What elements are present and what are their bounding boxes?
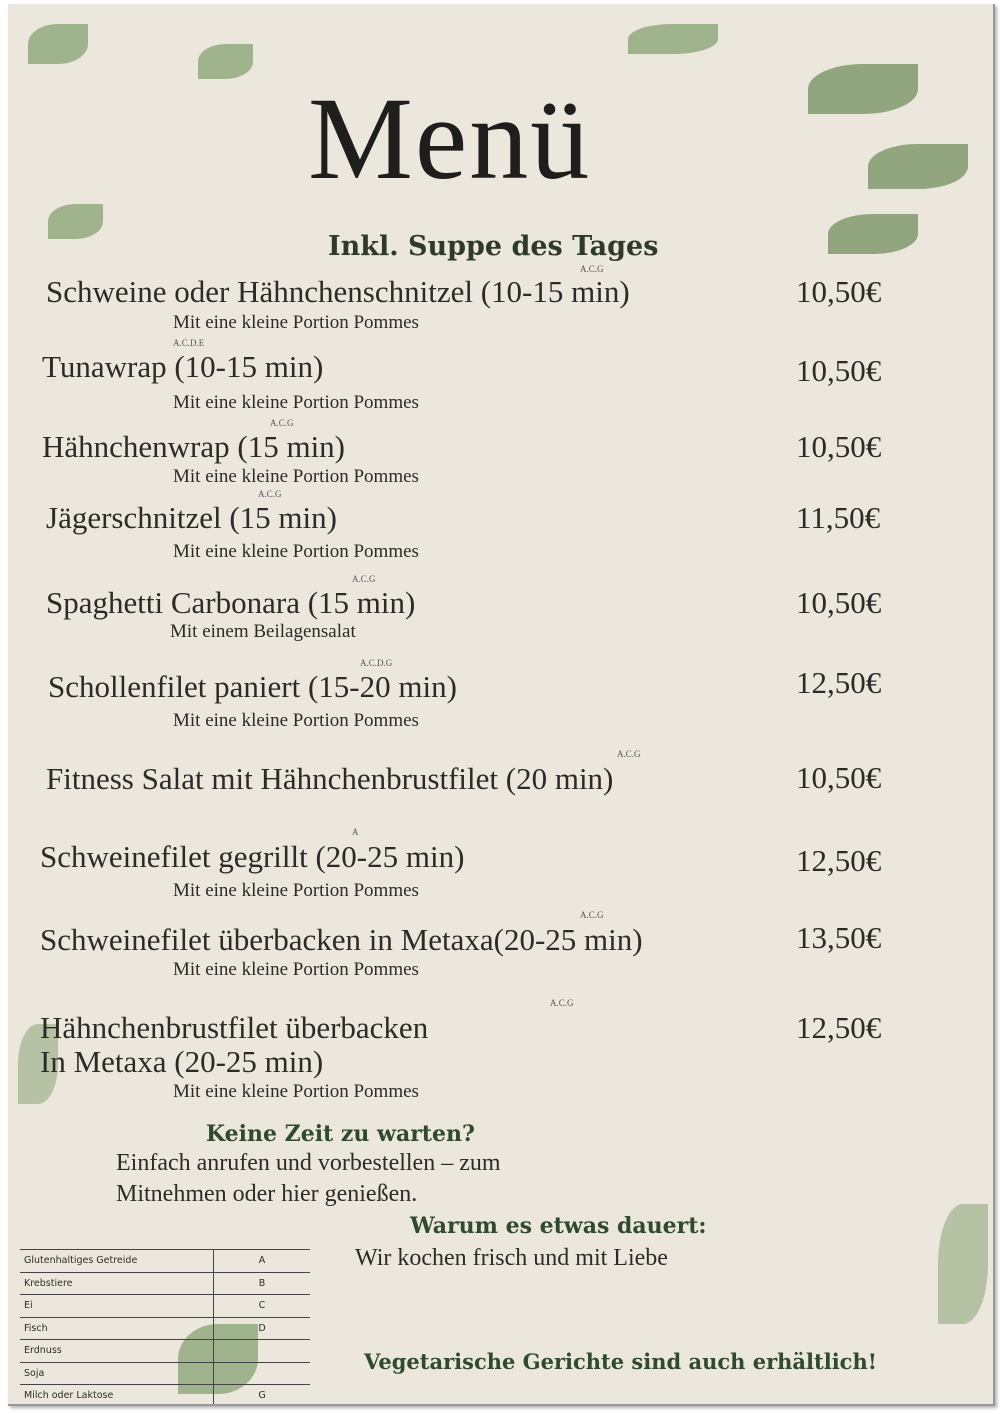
menu-item-desc: Mit eine kleine Portion Pommes <box>173 710 419 731</box>
menu-item-name-line2: In Metaxa (20-25 min) <box>40 1044 324 1079</box>
allergen-label: Soja <box>20 1361 214 1385</box>
menu-item-name: Jägerschnitzel (15 min) <box>46 500 337 535</box>
menu-item-price: 10,50€ <box>796 353 882 388</box>
table-row: Krebstiere B <box>20 1271 310 1295</box>
table-row: Milch oder Laktose G <box>20 1384 310 1404</box>
menu-item-price: 12,50€ <box>796 665 882 700</box>
menu-item-name: Spaghetti Carbonara (15 min) <box>46 585 416 620</box>
menu-item-desc: Mit eine kleine Portion Pommes <box>173 312 419 333</box>
menu-item-name: Schweinefilet gegrillt (20-25 min) <box>40 839 465 874</box>
menu-item-desc: Mit eine kleine Portion Pommes <box>173 466 419 487</box>
leaf-decoration <box>628 24 718 54</box>
menu-item-desc: Mit eine kleine Portion Pommes <box>173 392 419 413</box>
menu-item-name: Hähnchenwrap (15 min) <box>42 429 346 464</box>
menu-item-name: Schollenfilet paniert (15-20 min) <box>48 669 457 704</box>
menu-item-price: 11,50€ <box>796 500 881 535</box>
notice-heading: Warum es etwas dauert: <box>410 1213 707 1239</box>
menu-page: Menü Inkl. Suppe des Tages A.C.G Schwein… <box>8 4 995 1406</box>
menu-item-price: 12,50€ <box>796 1010 882 1045</box>
table-row: Glutenhaltiges Getreide A <box>20 1249 310 1273</box>
allergen-code: C <box>213 1294 310 1318</box>
allergen-codes: A <box>352 827 359 837</box>
menu-item-price: 12,50€ <box>796 843 882 878</box>
table-row: Ei C <box>20 1294 310 1318</box>
menu-item-desc: Mit eine kleine Portion Pommes <box>173 1081 419 1102</box>
page-title: Menü <box>308 73 592 204</box>
menu-item-name: Fitness Salat mit Hähnchenbrustfilet (20… <box>46 761 614 796</box>
allergen-code: G <box>213 1384 310 1404</box>
leaf-decoration <box>198 44 253 79</box>
leaf-decoration <box>938 1204 988 1324</box>
menu-item-price: 10,50€ <box>796 585 882 620</box>
allergen-codes: A.C.G <box>617 749 641 759</box>
allergen-codes: A.C.D.E <box>173 338 205 348</box>
table-row: Soja <box>20 1361 310 1385</box>
allergen-codes: A.C.G <box>258 489 282 499</box>
allergen-codes: A.C.G <box>550 998 574 1008</box>
menu-item-name: Schweine oder Hähnchenschnitzel (10-15 m… <box>46 274 630 309</box>
leaf-decoration <box>18 1024 58 1104</box>
menu-item-price: 10,50€ <box>796 760 882 795</box>
allergen-label: Ei <box>20 1294 214 1318</box>
notice-heading: Keine Zeit zu warten? <box>206 1121 475 1147</box>
allergen-code: A <box>213 1249 310 1273</box>
menu-item-desc: Mit eine kleine Portion Pommes <box>173 880 419 901</box>
notice-text: Wir kochen frisch und mit Liebe <box>355 1245 668 1271</box>
subtitle: Inkl. Suppe des Tages <box>328 231 659 262</box>
allergen-label: Krebstiere <box>20 1271 214 1295</box>
allergen-codes: A.C.G <box>270 418 294 428</box>
allergen-code <box>213 1339 310 1363</box>
leaf-decoration <box>808 64 918 114</box>
menu-item-name: Tunawrap (10-15 min) <box>42 349 324 384</box>
leaf-decoration <box>28 24 88 64</box>
menu-item-price: 13,50€ <box>796 920 882 955</box>
leaf-decoration <box>48 204 103 239</box>
allergen-codes: A.C.D.G <box>360 658 393 668</box>
allergen-label: Milch oder Laktose <box>20 1384 214 1404</box>
table-row: Erdnuss <box>20 1339 310 1363</box>
menu-item-desc: Mit einem Beilagensalat <box>170 621 356 642</box>
table-row: Fisch D <box>20 1316 310 1340</box>
notice-text: Mitnehmen oder hier genießen. <box>116 1181 418 1207</box>
allergen-codes: A.C.G <box>580 910 604 920</box>
menu-item-desc: Mit eine kleine Portion Pommes <box>173 541 419 562</box>
allergen-code: D <box>213 1316 310 1340</box>
allergen-label: Erdnuss <box>20 1339 214 1363</box>
menu-item-name: Hähnchenbrustfilet überbacken <box>40 1010 429 1045</box>
leaf-decoration <box>868 144 968 189</box>
notice-text: Einfach anrufen und vorbestellen – zum <box>116 1150 501 1176</box>
menu-item-price: 10,50€ <box>796 274 882 309</box>
menu-item-price: 10,50€ <box>796 429 882 464</box>
menu-item-name: Schweinefilet überbacken in Metaxa(20-25… <box>40 922 643 957</box>
allergen-table: Glutenhaltiges Getreide A Krebstiere B Ei C… <box>20 1249 310 1404</box>
allergen-label: Fisch <box>20 1316 214 1340</box>
menu-item-desc: Mit eine kleine Portion Pommes <box>173 959 419 980</box>
allergen-label: Glutenhaltiges Getreide <box>20 1249 214 1273</box>
leaf-decoration <box>828 214 918 254</box>
allergen-codes: A.C.G <box>580 264 604 274</box>
allergen-codes: A.C.G <box>352 574 376 584</box>
allergen-code: B <box>213 1271 310 1295</box>
footer-note: Vegetarische Gerichte sind auch erhältli… <box>364 1349 877 1374</box>
allergen-code <box>213 1361 310 1385</box>
